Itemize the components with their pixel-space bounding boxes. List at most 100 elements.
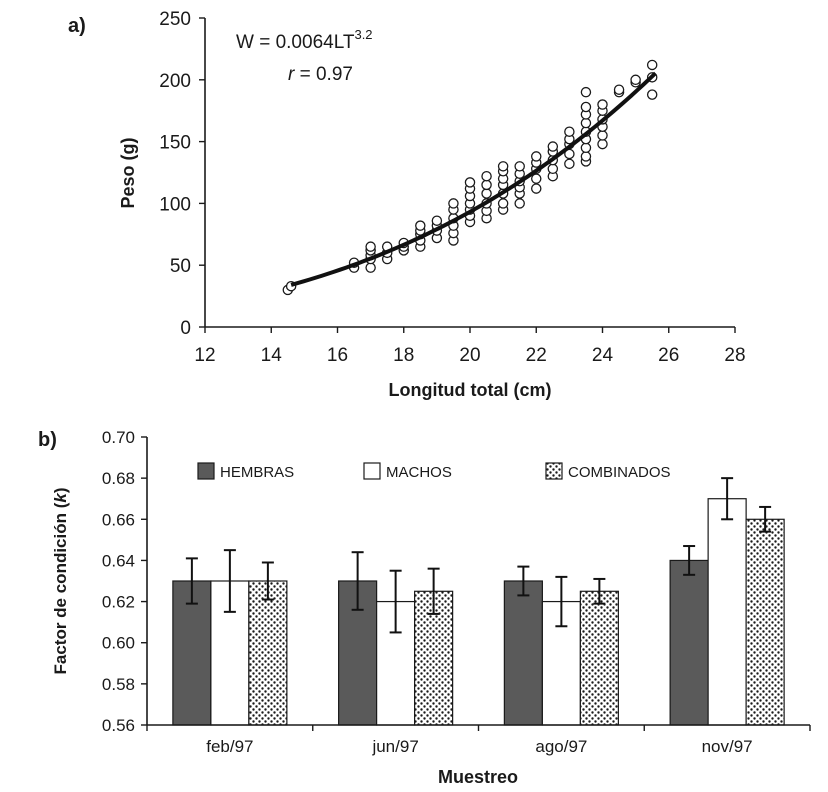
scatter-point bbox=[564, 126, 575, 137]
scatter-point bbox=[597, 99, 608, 110]
scatter-point bbox=[580, 117, 592, 129]
scatter-point bbox=[547, 141, 559, 152]
bar-category-label: feb/97 bbox=[206, 737, 253, 756]
bar bbox=[707, 498, 747, 726]
bar-y-ticks: 0.70 0.68 0.66 0.64 0.62 0.60 0.58 0.56 bbox=[102, 428, 147, 735]
legend-swatch bbox=[197, 462, 215, 480]
scatter-x-ticks: 12 14 16 18 20 22 24 26 28 bbox=[194, 327, 746, 366]
bar-panel: b) 0.70 0.68 0.66 0.64 0.62 0.60 0.58 0.56 feb/… bbox=[38, 428, 811, 787]
error-bar bbox=[351, 551, 364, 611]
bar bbox=[248, 580, 288, 726]
scatter-point bbox=[531, 183, 542, 194]
regression-equation: W = 0.0064LT3.2 bbox=[236, 27, 373, 53]
bar-y-axis-title: Factor de condición (k) bbox=[51, 487, 70, 674]
scatter-point bbox=[415, 220, 426, 231]
scatter-x-tick-label: 16 bbox=[327, 345, 348, 366]
panel-a-label: a) bbox=[68, 15, 86, 37]
scatter-point bbox=[464, 177, 476, 188]
scatter-point bbox=[531, 173, 542, 184]
scatter-y-tick-label: 100 bbox=[159, 194, 191, 215]
scatter-point bbox=[580, 151, 592, 162]
scatter-point bbox=[481, 179, 492, 191]
scatter-y-tick-label: 150 bbox=[159, 133, 191, 154]
bar-y-tick-label: 0.66 bbox=[102, 510, 135, 529]
legend-swatch bbox=[545, 462, 563, 480]
error-bar bbox=[185, 557, 198, 605]
scatter-y-tick-label: 0 bbox=[180, 318, 191, 339]
scatter-point bbox=[481, 170, 492, 182]
correlation-symbol: r bbox=[288, 64, 295, 85]
bar-x-axis-title: Muestreo bbox=[438, 767, 518, 787]
scatter-point bbox=[564, 158, 575, 170]
legend-label: MACHOS bbox=[386, 464, 452, 481]
scatter-point bbox=[630, 74, 641, 86]
error-bar bbox=[683, 545, 696, 576]
scatter-point bbox=[646, 89, 658, 100]
scatter-point bbox=[564, 148, 575, 160]
scatter-point bbox=[547, 163, 559, 175]
scatter-point bbox=[448, 198, 459, 209]
legend-item: HEMBRAS bbox=[197, 462, 294, 481]
error-bars bbox=[185, 477, 772, 634]
scatter-x-tick-label: 14 bbox=[261, 345, 283, 366]
bar-y-tick-label: 0.58 bbox=[102, 675, 135, 694]
error-bar bbox=[389, 569, 402, 634]
scatter-point bbox=[497, 161, 509, 172]
scatter-y-tick-label: 50 bbox=[170, 256, 191, 277]
scatter-y-axis-title: Peso (g) bbox=[118, 137, 138, 208]
scatter-x-tick-label: 20 bbox=[459, 345, 480, 366]
scatter-x-axis-title: Longitud total (cm) bbox=[389, 380, 552, 400]
scatter-x-tick-label: 22 bbox=[526, 345, 547, 366]
bar-y-axis-title-var: k bbox=[51, 492, 70, 503]
error-bar bbox=[593, 577, 606, 605]
bar-x-ticks: feb/97 jun/97 ago/97 nov/97 bbox=[146, 725, 811, 756]
error-bar bbox=[261, 561, 274, 601]
bar bbox=[579, 590, 619, 726]
bar-y-tick-label: 0.60 bbox=[102, 634, 135, 653]
scatter-point bbox=[514, 198, 525, 209]
legend-swatch bbox=[363, 462, 381, 480]
scatter-x-tick-label: 18 bbox=[393, 345, 414, 366]
scatter-point bbox=[580, 101, 592, 113]
bar-y-axis-title-close: ) bbox=[51, 487, 70, 493]
scatter-point bbox=[580, 86, 592, 98]
error-bar bbox=[759, 505, 772, 533]
scatter-point bbox=[481, 188, 492, 199]
error-bar bbox=[517, 565, 530, 597]
scatter-y-tick-label: 200 bbox=[159, 71, 191, 92]
bar-y-tick-label: 0.56 bbox=[102, 716, 135, 735]
scatter-x-tick-label: 28 bbox=[724, 345, 745, 366]
bar-category-label: nov/97 bbox=[702, 737, 753, 756]
bar-y-axis-title-text: Factor de condición ( bbox=[51, 502, 70, 674]
bar-category-label: ago/97 bbox=[535, 737, 587, 756]
panel-b-label: b) bbox=[38, 429, 57, 451]
bar bbox=[669, 559, 709, 726]
bars bbox=[172, 498, 785, 726]
bar bbox=[503, 580, 543, 726]
scatter-point bbox=[365, 262, 376, 273]
scatter-point bbox=[646, 59, 658, 71]
bar-y-tick-label: 0.68 bbox=[102, 469, 135, 488]
correlation-value: = 0.97 bbox=[294, 64, 353, 85]
legend-item: MACHOS bbox=[363, 462, 452, 481]
correlation-label: r = 0.97 bbox=[288, 64, 353, 85]
scatter-point bbox=[497, 198, 509, 209]
legend-item: COMBINADOS bbox=[545, 462, 671, 481]
scatter-y-ticks: 0 50 100 150 200 250 bbox=[159, 9, 205, 339]
legend: HEMBRAS MACHOS COMBINADOS bbox=[197, 462, 671, 481]
scatter-point bbox=[514, 161, 525, 172]
equation-prefix: W = 0.0064LT bbox=[236, 32, 355, 53]
scatter-points bbox=[282, 59, 658, 296]
equation-exponent: 3.2 bbox=[354, 27, 372, 42]
bar bbox=[745, 518, 785, 726]
bar-y-tick-label: 0.62 bbox=[102, 593, 135, 612]
legend-label: COMBINADOS bbox=[568, 464, 671, 481]
bar-category-label: jun/97 bbox=[371, 737, 418, 756]
scatter-x-tick-label: 26 bbox=[658, 345, 679, 366]
legend-label: HEMBRAS bbox=[220, 464, 294, 481]
scatter-x-tick-label: 12 bbox=[194, 345, 215, 366]
scatter-x-tick-label: 24 bbox=[592, 345, 614, 366]
scatter-point bbox=[431, 215, 443, 226]
